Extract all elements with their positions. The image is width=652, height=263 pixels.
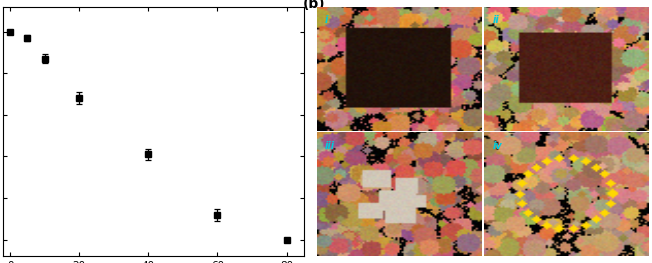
Text: iii: iii	[325, 141, 335, 151]
Text: (b): (b)	[303, 0, 326, 11]
Text: iv: iv	[492, 141, 502, 151]
Text: ii: ii	[492, 15, 499, 25]
Text: i: i	[325, 15, 328, 25]
